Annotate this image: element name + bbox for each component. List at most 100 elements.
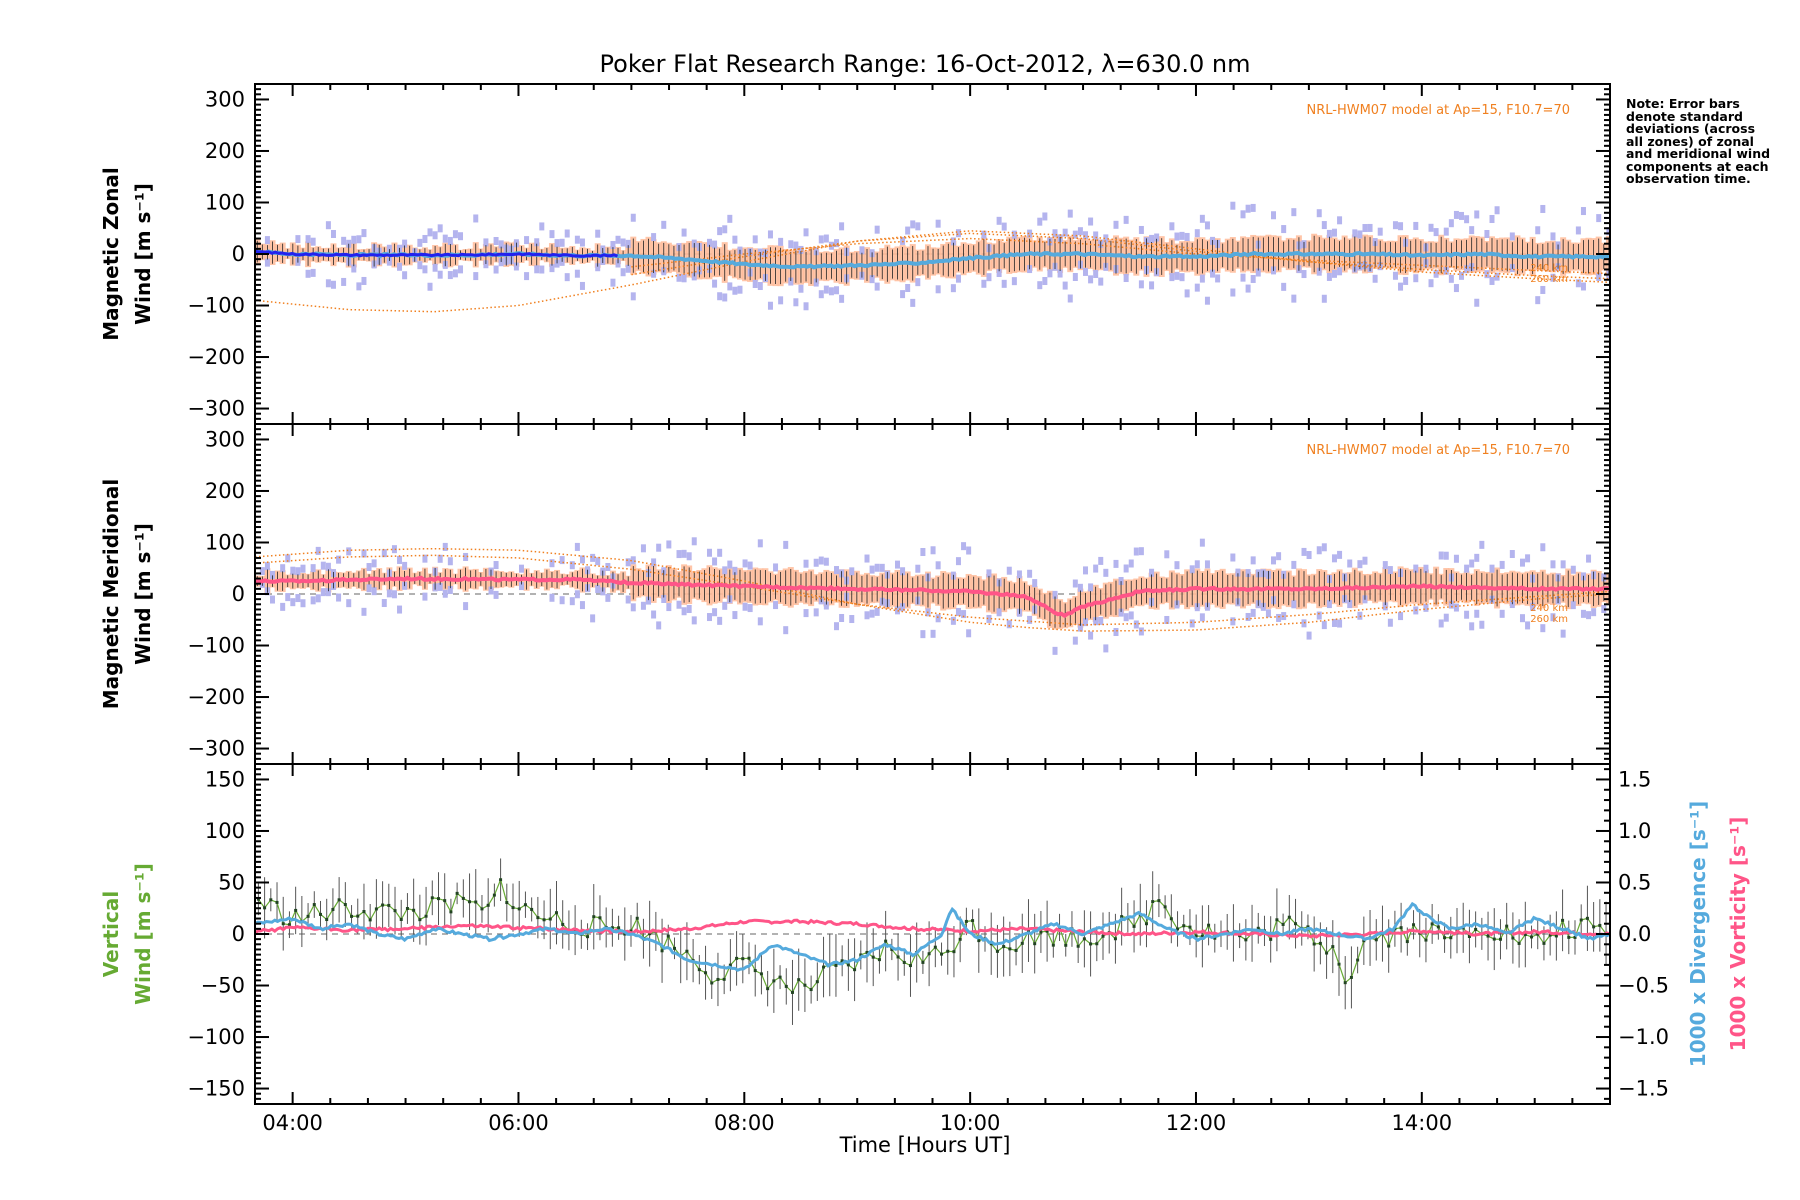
error-cap-purple (1072, 636, 1078, 645)
error-cap-purple (1133, 620, 1139, 629)
error-cap-purple (402, 271, 408, 280)
error-cap-purple (1601, 604, 1607, 613)
y-tick-label: −200 (187, 685, 245, 709)
error-cap-purple (625, 239, 631, 248)
error-cap-purple (1164, 615, 1170, 624)
error-cap-purple (386, 257, 392, 266)
vertical-wind-point (1343, 981, 1347, 985)
error-cap-purple (549, 559, 555, 568)
vertical-wind-point (1002, 945, 1006, 949)
error-cap-purple (869, 275, 875, 284)
error-cap-purple (1250, 556, 1256, 565)
vertical-wind-point (281, 922, 285, 926)
error-cap-purple (803, 609, 809, 618)
error-cap-purple (778, 296, 784, 305)
error-cap-purple (1083, 618, 1089, 627)
meridional-ylabel-line1: Magnetic Meridional (99, 479, 123, 709)
error-cap-purple (1027, 569, 1033, 578)
error-cap-purple (391, 545, 397, 554)
vertical-wind-point (908, 964, 912, 968)
meridional-altitude-240: 240 km (1530, 603, 1568, 614)
error-cap-purple (1469, 226, 1475, 235)
vertical-wind-point (728, 963, 732, 967)
error-cap-purple (1357, 611, 1363, 620)
error-cap-purple (1052, 590, 1058, 599)
error-cap-purple (1118, 576, 1124, 585)
error-cap-purple (1199, 613, 1205, 622)
error-cap-purple (574, 590, 580, 599)
error-cap-purple (595, 557, 601, 566)
error-cap-purple (427, 282, 433, 291)
vertical-wind-point (766, 987, 770, 991)
error-cap-purple (330, 280, 336, 289)
error-cap-purple (498, 240, 504, 249)
error-cap-purple (961, 610, 967, 619)
vertical-wind-point (548, 917, 552, 921)
error-cap-purple (1174, 271, 1180, 280)
error-cap-purple (950, 616, 956, 625)
error-cap-purple (280, 602, 286, 611)
error-cap-purple (610, 241, 616, 250)
error-cap-purple (1464, 564, 1470, 573)
error-cap-purple (295, 235, 301, 244)
error-cap-purple (986, 273, 992, 282)
error-cap-purple (783, 540, 789, 549)
vertical-wind-point (685, 949, 689, 953)
error-cap-purple (1194, 603, 1200, 612)
error-cap-purple (595, 263, 601, 272)
error-cap-purple (336, 555, 342, 564)
vertical-wind-point (927, 952, 931, 956)
error-cap-purple (625, 558, 631, 567)
error-cap-purple (955, 274, 961, 283)
error-cap-purple (1088, 217, 1094, 226)
vertical-wind-point (511, 906, 515, 910)
vertical-wind-point (1424, 938, 1428, 942)
error-cap-purple (1240, 273, 1246, 282)
error-cap-purple (1072, 230, 1078, 239)
vertical-wind-point (318, 912, 322, 916)
error-cap-purple (905, 283, 911, 292)
error-cap-purple (1128, 611, 1134, 620)
error-cap-purple (706, 238, 712, 247)
vertical-wind-point (946, 949, 950, 953)
error-cap-purple (839, 294, 845, 303)
error-cap-purple (1281, 282, 1287, 291)
error-cap-purple (1580, 282, 1586, 291)
error-cap-purple (1362, 224, 1368, 233)
vertical-wind-point (1207, 923, 1211, 927)
error-cap-purple (1093, 231, 1099, 240)
vertical-wind-point (809, 988, 813, 992)
error-cap-purple (605, 562, 611, 571)
error-cap-purple (1392, 221, 1398, 230)
error-cap-purple (458, 265, 464, 274)
error-cap-purple (930, 629, 936, 638)
vertical-wind-point (1598, 923, 1602, 927)
error-cap-purple (564, 229, 570, 238)
error-cap-purple (920, 548, 926, 557)
error-cap-purple (803, 559, 809, 568)
error-cap-purple (1291, 560, 1297, 569)
error-cap-purple (361, 607, 367, 616)
error-cap-purple (432, 231, 438, 240)
model-curve (631, 237, 1609, 275)
error-cap-purple (813, 278, 819, 287)
vertical-wind-point (1163, 905, 1167, 909)
error-cap-purple (1184, 289, 1190, 298)
y2-tick-label: −0.5 (1618, 974, 1669, 998)
error-cap-purple (422, 554, 428, 563)
error-cap-purple (757, 617, 763, 626)
error-cap-purple (874, 225, 880, 234)
vertical-wind-point (697, 968, 701, 972)
vertical-wind-point (486, 903, 490, 907)
error-cap-purple (717, 227, 723, 236)
error-cap-purple (1250, 608, 1256, 617)
vertical-wind-point (1095, 942, 1099, 946)
error-cap-purple (625, 595, 631, 604)
error-cap-purple (1215, 274, 1221, 283)
vertical-wind-point (1579, 918, 1583, 922)
vertical-wind-point (971, 919, 975, 923)
error-cap-purple (1199, 214, 1205, 223)
error-cap-purple (1509, 232, 1515, 241)
zonal-ylabel-line1: Magnetic Zonal (99, 167, 123, 341)
error-cap-purple (397, 262, 403, 271)
